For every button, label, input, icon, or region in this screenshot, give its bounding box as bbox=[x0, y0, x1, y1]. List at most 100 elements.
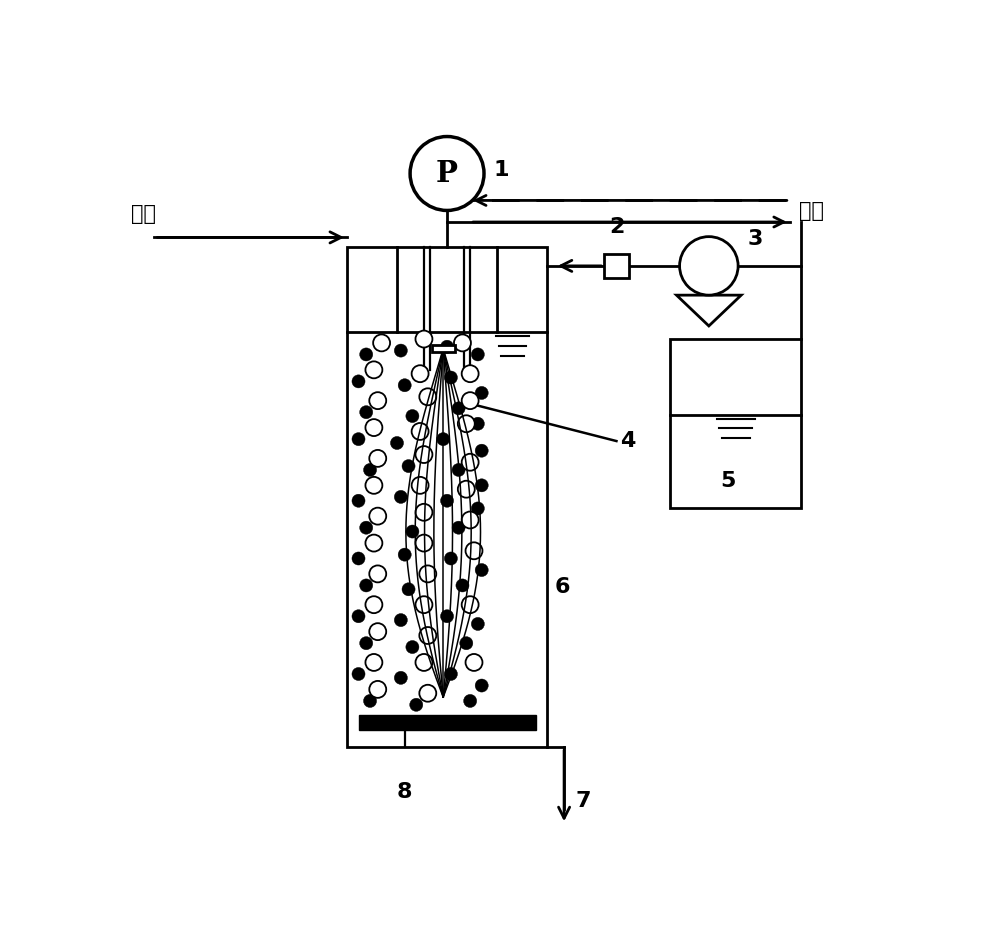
Polygon shape bbox=[677, 295, 741, 326]
Circle shape bbox=[462, 454, 479, 470]
Circle shape bbox=[466, 654, 482, 671]
Circle shape bbox=[410, 136, 484, 210]
Text: 2: 2 bbox=[609, 217, 624, 237]
Circle shape bbox=[369, 566, 386, 582]
Circle shape bbox=[471, 502, 484, 515]
Circle shape bbox=[471, 348, 484, 361]
Circle shape bbox=[419, 388, 436, 406]
Circle shape bbox=[373, 334, 390, 351]
Circle shape bbox=[412, 365, 429, 382]
Circle shape bbox=[394, 344, 407, 357]
Circle shape bbox=[364, 463, 377, 477]
Circle shape bbox=[398, 548, 411, 561]
Text: 7: 7 bbox=[576, 791, 591, 811]
Circle shape bbox=[441, 494, 454, 507]
Circle shape bbox=[419, 566, 436, 582]
Circle shape bbox=[415, 331, 432, 347]
Text: 6: 6 bbox=[555, 577, 570, 597]
Circle shape bbox=[394, 614, 407, 627]
Circle shape bbox=[394, 671, 407, 684]
Circle shape bbox=[352, 375, 365, 388]
Circle shape bbox=[444, 668, 457, 681]
Circle shape bbox=[415, 596, 432, 613]
Text: 原水: 原水 bbox=[131, 204, 156, 223]
Text: 4: 4 bbox=[620, 432, 636, 451]
Circle shape bbox=[412, 423, 429, 440]
Circle shape bbox=[365, 596, 382, 613]
Text: 8: 8 bbox=[397, 782, 412, 802]
Circle shape bbox=[458, 481, 475, 497]
Circle shape bbox=[402, 582, 415, 595]
Circle shape bbox=[456, 579, 469, 592]
Circle shape bbox=[460, 637, 473, 650]
Circle shape bbox=[410, 698, 423, 711]
Circle shape bbox=[369, 393, 386, 409]
Circle shape bbox=[352, 432, 365, 445]
Text: 3: 3 bbox=[747, 229, 763, 249]
Circle shape bbox=[352, 552, 365, 565]
Circle shape bbox=[369, 623, 386, 640]
Circle shape bbox=[462, 393, 479, 409]
Circle shape bbox=[369, 450, 386, 467]
Circle shape bbox=[437, 432, 450, 445]
Circle shape bbox=[441, 609, 454, 623]
Bar bbox=[604, 254, 629, 278]
Circle shape bbox=[415, 504, 432, 520]
Circle shape bbox=[452, 402, 465, 415]
Circle shape bbox=[441, 340, 454, 354]
Circle shape bbox=[360, 348, 373, 361]
Circle shape bbox=[369, 681, 386, 698]
Circle shape bbox=[415, 654, 432, 671]
Circle shape bbox=[365, 534, 382, 552]
Circle shape bbox=[406, 409, 419, 422]
Circle shape bbox=[471, 418, 484, 431]
Circle shape bbox=[680, 237, 738, 295]
Circle shape bbox=[360, 579, 373, 592]
Bar bbox=[358, 715, 536, 731]
Circle shape bbox=[360, 637, 373, 650]
Circle shape bbox=[462, 511, 479, 529]
Circle shape bbox=[364, 694, 377, 707]
Circle shape bbox=[394, 491, 407, 504]
Circle shape bbox=[466, 543, 482, 559]
Circle shape bbox=[475, 564, 488, 577]
Text: P: P bbox=[436, 159, 458, 188]
Circle shape bbox=[419, 684, 436, 702]
Circle shape bbox=[458, 415, 475, 432]
Circle shape bbox=[475, 386, 488, 399]
Bar bbox=[432, 345, 455, 352]
Circle shape bbox=[360, 406, 373, 419]
Circle shape bbox=[365, 654, 382, 671]
Circle shape bbox=[390, 436, 404, 449]
Circle shape bbox=[412, 477, 429, 494]
Circle shape bbox=[444, 552, 457, 565]
Circle shape bbox=[365, 477, 382, 494]
Circle shape bbox=[419, 627, 436, 644]
Circle shape bbox=[462, 365, 479, 382]
Circle shape bbox=[369, 507, 386, 525]
Circle shape bbox=[352, 609, 365, 623]
Circle shape bbox=[475, 444, 488, 457]
Text: 1: 1 bbox=[493, 159, 509, 180]
Circle shape bbox=[352, 668, 365, 681]
Circle shape bbox=[452, 463, 465, 477]
Circle shape bbox=[454, 334, 471, 351]
Circle shape bbox=[464, 694, 477, 707]
Circle shape bbox=[471, 618, 484, 631]
Circle shape bbox=[415, 534, 432, 552]
Circle shape bbox=[452, 521, 465, 534]
Text: 出水: 出水 bbox=[799, 201, 824, 221]
Circle shape bbox=[365, 419, 382, 436]
Circle shape bbox=[402, 459, 415, 472]
Circle shape bbox=[475, 679, 488, 692]
Circle shape bbox=[415, 446, 432, 463]
Circle shape bbox=[462, 596, 479, 613]
Circle shape bbox=[360, 521, 373, 534]
Circle shape bbox=[475, 479, 488, 492]
Circle shape bbox=[406, 641, 419, 654]
Circle shape bbox=[444, 371, 457, 384]
Text: 5: 5 bbox=[720, 471, 736, 492]
Circle shape bbox=[406, 525, 419, 538]
Circle shape bbox=[398, 379, 411, 392]
Circle shape bbox=[365, 361, 382, 379]
